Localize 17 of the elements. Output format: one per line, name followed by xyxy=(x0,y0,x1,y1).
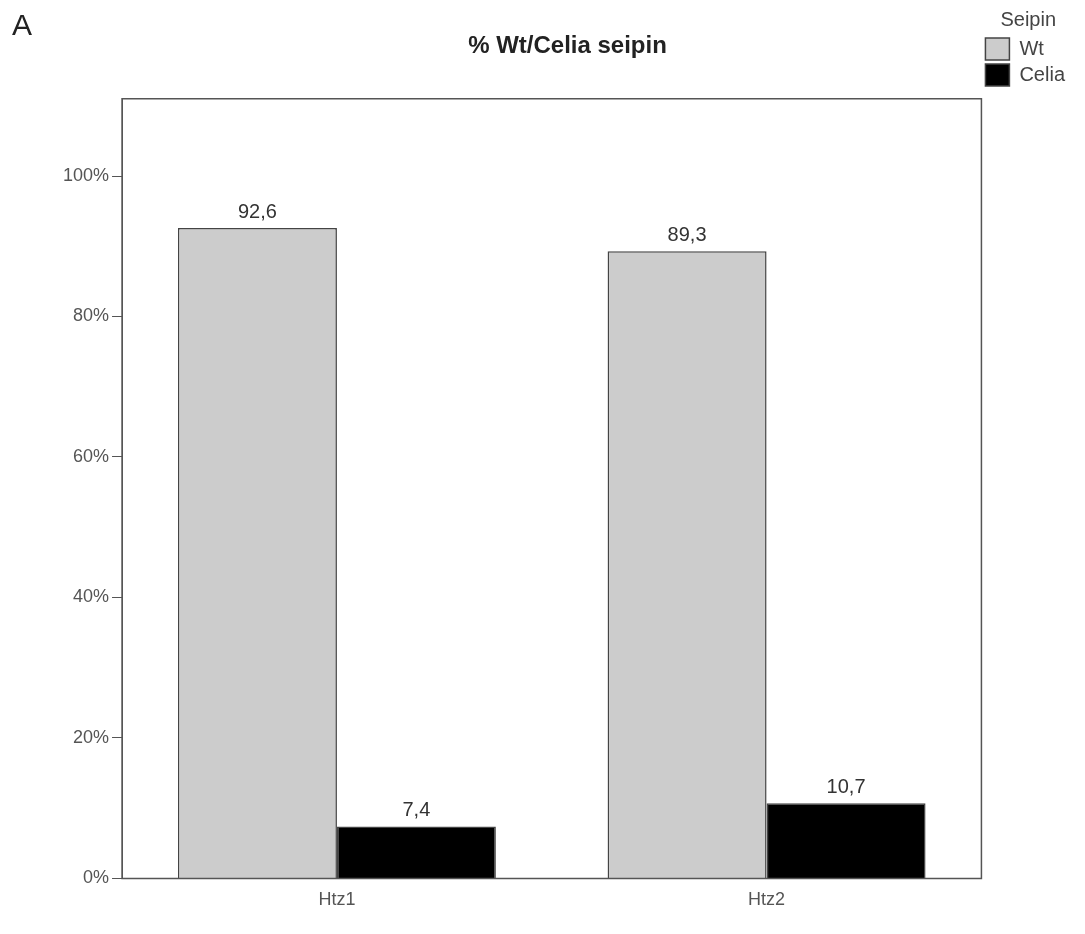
legend-label: Wt xyxy=(1019,36,1045,59)
data-label: 10,7 xyxy=(826,774,866,797)
y-tick-label: 20% xyxy=(73,726,110,747)
data-label: 89,3 xyxy=(667,222,707,245)
data-label: 7,4 xyxy=(402,797,431,820)
text: A xyxy=(12,8,33,42)
y-tick-label: 100% xyxy=(62,165,110,186)
legend-label: Celia xyxy=(1019,62,1066,85)
x-tick-label: Htz1 xyxy=(318,889,356,910)
data-label: 92,6 xyxy=(237,199,277,222)
x-tick-label: Htz2 xyxy=(748,889,786,910)
y-tick-label: 0% xyxy=(83,867,110,888)
y-tick-label: 40% xyxy=(73,586,110,607)
legend-title: Seipin xyxy=(1000,7,1057,30)
y-tick-label: 80% xyxy=(73,305,110,326)
chart-title: % Wt/Celia seipin xyxy=(468,31,667,59)
y-tick-label: 60% xyxy=(73,445,110,466)
